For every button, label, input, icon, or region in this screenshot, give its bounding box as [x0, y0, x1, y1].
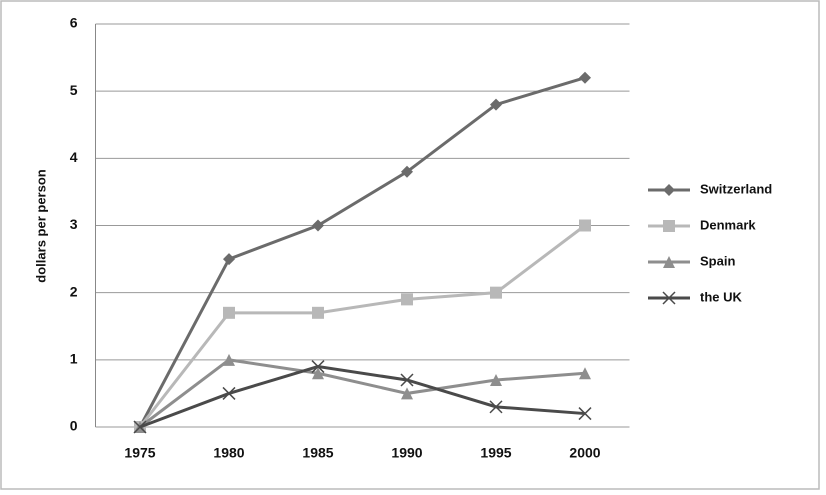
y-tick-label: 5: [70, 82, 78, 98]
x-tick-label: 1990: [391, 445, 422, 461]
x-tick-label: 1985: [302, 445, 333, 461]
data-point: [579, 219, 591, 232]
data-point: [400, 373, 414, 387]
data-point: [401, 293, 413, 306]
legend-marker: [663, 184, 675, 196]
data-point: [223, 253, 235, 266]
legend-marker: [663, 256, 675, 268]
legend-label: Spain: [700, 253, 735, 268]
y-tick-label: 6: [70, 15, 78, 31]
y-tick-label: 2: [70, 283, 78, 299]
series-line: [138, 76, 586, 428]
data-point: [490, 286, 502, 299]
data-point: [578, 407, 592, 421]
legend-marker: [662, 291, 676, 305]
y-tick-label: 4: [70, 149, 78, 165]
data-point: [579, 71, 591, 84]
x-tick-label: 1975: [124, 445, 155, 461]
data-point: [579, 367, 591, 380]
legend-marker: [663, 220, 675, 232]
data-point: [222, 386, 236, 400]
series-line: [138, 224, 586, 428]
data-point: [223, 353, 235, 366]
data-point: [489, 400, 503, 414]
data-point: [133, 420, 147, 434]
x-tick-label: 1980: [213, 445, 244, 461]
data-point: [401, 387, 413, 400]
data-point: [401, 165, 413, 178]
data-point: [490, 98, 502, 111]
data-point: [312, 306, 324, 319]
y-tick-label: 1: [70, 351, 78, 367]
legend-label: Denmark: [700, 217, 756, 232]
series-line: [139, 358, 586, 429]
series-line: [139, 365, 586, 429]
x-tick-label: 2000: [569, 445, 600, 461]
legend-label: the UK: [700, 289, 743, 304]
data-point: [223, 306, 235, 319]
y-tick-label: 3: [70, 216, 78, 232]
y-axis-label: dollars per person: [33, 169, 48, 282]
legend-label: Switzerland: [700, 181, 772, 196]
x-tick-label: 1995: [480, 445, 511, 461]
data-point: [490, 373, 502, 386]
data-point: [311, 360, 325, 374]
data-point: [312, 219, 324, 232]
data-point: [312, 367, 324, 380]
y-tick-label: 0: [70, 418, 78, 434]
